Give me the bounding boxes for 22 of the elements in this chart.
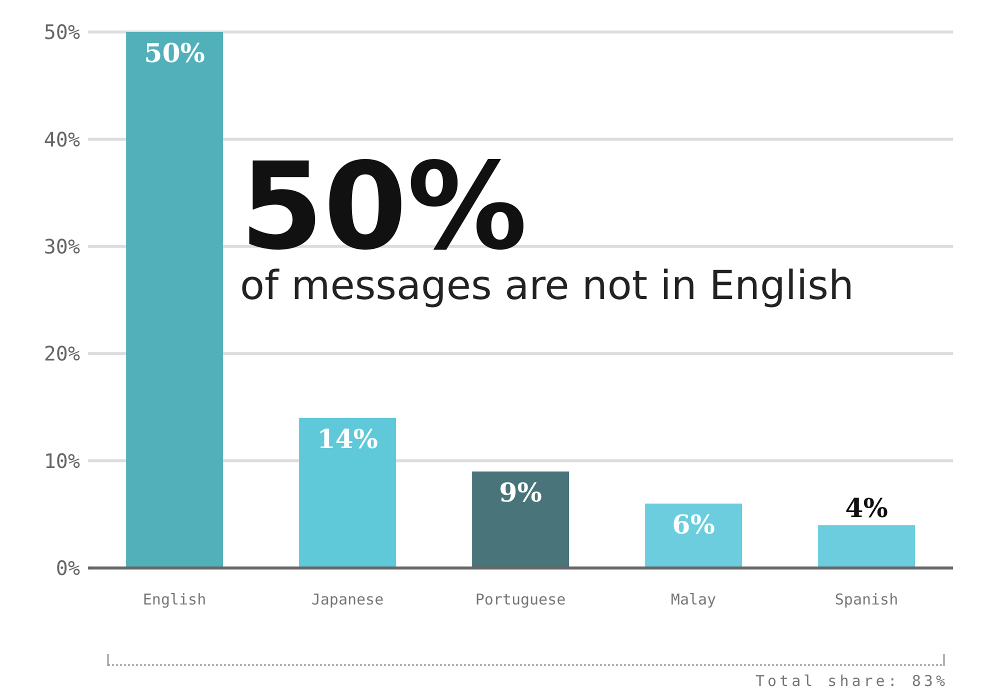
- y-tick-label: 20%: [44, 342, 80, 366]
- y-tick-label: 50%: [44, 20, 80, 44]
- x-tick-label: Malay: [670, 590, 716, 609]
- y-tick-label: 40%: [44, 127, 80, 152]
- data-label: 6%: [672, 510, 716, 541]
- bar: [645, 504, 742, 568]
- data-label: 50%: [144, 39, 206, 69]
- text: Total share: 83%: [756, 672, 948, 690]
- bar: [818, 525, 916, 568]
- x-tick-label: Portuguese: [475, 590, 566, 609]
- x-tick-label: Spanish: [834, 590, 898, 609]
- y-tick-label: 10%: [44, 448, 80, 473]
- bar: [472, 472, 570, 568]
- bar: [299, 418, 396, 568]
- data-label: 4%: [845, 494, 888, 524]
- y-tick-label: 30%: [44, 234, 80, 258]
- y-tick-label: 0%: [56, 556, 80, 580]
- bar: [126, 32, 224, 568]
- x-tick-label: Japanese: [311, 590, 384, 609]
- data-label: 14%: [317, 424, 378, 455]
- x-tick-label: English: [142, 590, 206, 609]
- data-label: 9%: [499, 478, 542, 509]
